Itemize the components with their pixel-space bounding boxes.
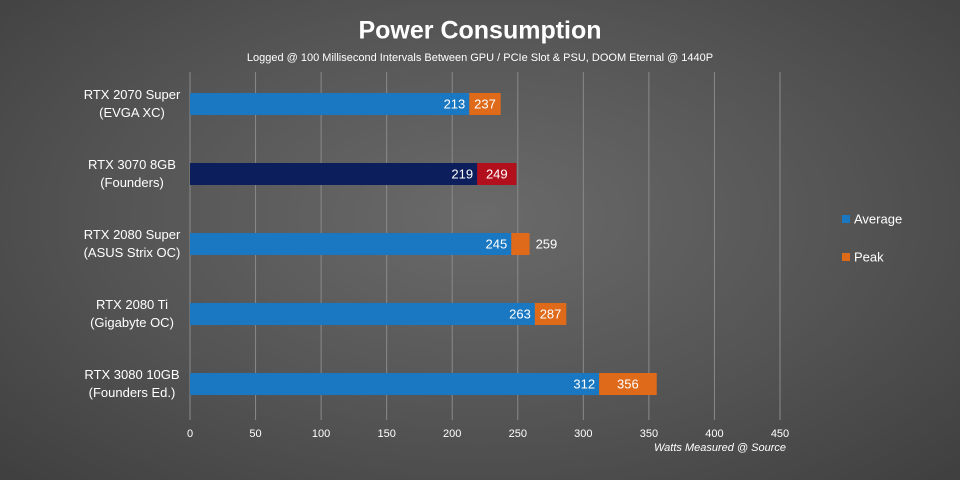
bar bbox=[190, 93, 470, 115]
x-tick-label: 150 bbox=[377, 428, 395, 440]
x-tick-label: 50 bbox=[249, 428, 261, 440]
data-label: 287 bbox=[540, 306, 562, 321]
chart-subtitle: Logged @ 100 Millisecond Intervals Betwe… bbox=[247, 52, 713, 64]
x-tick-label: 250 bbox=[509, 428, 527, 440]
legend-swatch bbox=[842, 253, 850, 261]
x-tick-label: 100 bbox=[312, 428, 330, 440]
x-axis-title: Watts Measured @ Source bbox=[654, 442, 786, 454]
data-label: 219 bbox=[451, 166, 473, 181]
x-tick-label: 350 bbox=[640, 428, 658, 440]
data-label: 249 bbox=[486, 166, 508, 181]
x-tick-label: 450 bbox=[771, 428, 789, 440]
legend-label: Average bbox=[854, 211, 902, 226]
legend-swatch bbox=[842, 215, 850, 223]
data-label: 259 bbox=[536, 236, 558, 251]
data-label: 245 bbox=[486, 236, 508, 251]
y-tick-label: RTX 3080 10GB (Founders Ed.) bbox=[84, 367, 180, 400]
x-tick-label: 300 bbox=[574, 428, 592, 440]
chart-title: Power Consumption bbox=[358, 17, 601, 45]
y-tick-label: RTX 2080 Ti (Gigabyte OC) bbox=[90, 297, 174, 330]
bar bbox=[190, 373, 600, 395]
data-label: 312 bbox=[573, 376, 595, 391]
data-label: 237 bbox=[474, 96, 496, 111]
x-tick-label: 0 bbox=[187, 428, 193, 440]
bar bbox=[190, 163, 478, 185]
legend-label: Peak bbox=[854, 249, 884, 264]
data-label: 213 bbox=[444, 96, 466, 111]
y-tick-label: RTX 2080 Super (ASUS Strix OC) bbox=[83, 227, 181, 260]
x-tick-label: 200 bbox=[443, 428, 461, 440]
x-tick-label: 400 bbox=[705, 428, 723, 440]
bar bbox=[190, 303, 535, 325]
data-label: 356 bbox=[617, 376, 639, 391]
bar bbox=[190, 233, 512, 255]
y-tick-label: RTX 2070 Super (EVGA XC) bbox=[83, 87, 181, 120]
data-label: 263 bbox=[509, 306, 531, 321]
y-tick-label: RTX 3070 8GB (Founders) bbox=[88, 157, 176, 190]
